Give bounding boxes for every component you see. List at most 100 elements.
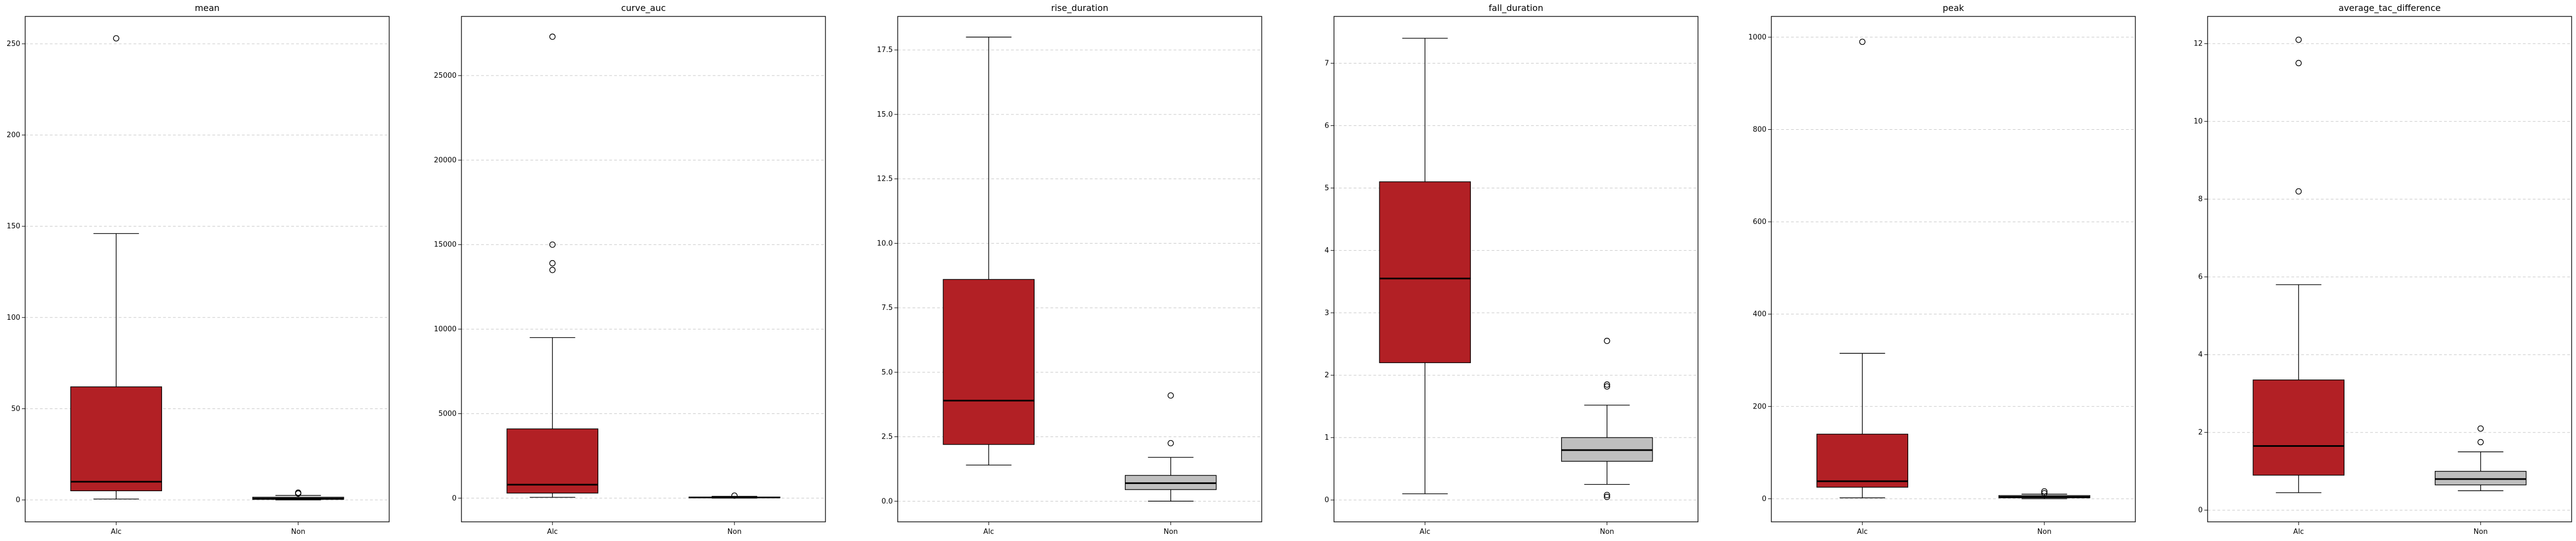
iqr-box bbox=[506, 428, 599, 494]
outlier-point bbox=[2041, 490, 2048, 497]
y-tick-label: 5 bbox=[1325, 184, 1329, 192]
outlier-point bbox=[2295, 188, 2302, 195]
x-tick-label: Non bbox=[2037, 528, 2052, 536]
panel-rise-duration: 0.0 2.5 5.0 7.5 10.0 12.5 15.0 17.5 Alc Non rise_d… bbox=[877, 3, 1262, 536]
y-tick-label: 0 bbox=[1762, 495, 1766, 503]
outlier-point bbox=[1604, 381, 1610, 388]
chart-title: average_tac_difference bbox=[2338, 3, 2441, 14]
y-tick-label: 10 bbox=[2193, 118, 2203, 126]
y-tick-label: 6 bbox=[1325, 122, 1329, 130]
y-tick-label: 15000 bbox=[434, 241, 457, 249]
box-alc bbox=[943, 37, 1035, 466]
box-alc bbox=[1379, 38, 1471, 494]
y-tick-label: 15.0 bbox=[877, 111, 893, 119]
outlier-point bbox=[549, 260, 556, 267]
axes-frame bbox=[2207, 16, 2572, 522]
iqr-box bbox=[1379, 181, 1471, 364]
chart-title: fall_duration bbox=[1489, 3, 1544, 14]
y-tick-label: 150 bbox=[7, 222, 20, 231]
box-non bbox=[1124, 392, 1217, 502]
y-tick-label: 5.0 bbox=[881, 369, 893, 377]
outlier-point bbox=[2295, 36, 2302, 43]
box-alc bbox=[70, 35, 163, 499]
outlier-point bbox=[1859, 38, 1865, 45]
x-tick-label: Alc bbox=[1419, 528, 1430, 536]
y-tick-label: 4 bbox=[2198, 351, 2203, 359]
iqr-box bbox=[1816, 434, 1909, 488]
y-tick-label: 8 bbox=[2198, 195, 2203, 204]
x-tick-label: Non bbox=[1164, 528, 1178, 536]
y-tick-label: 100 bbox=[7, 314, 20, 322]
outlier-point bbox=[2477, 439, 2484, 446]
y-tick-label: 10.0 bbox=[877, 239, 893, 248]
y-tick-label: 6 bbox=[2198, 273, 2203, 281]
y-tick-label: 1 bbox=[1325, 434, 1329, 442]
y-tick-label: 250 bbox=[7, 40, 20, 48]
outlier-point bbox=[295, 490, 302, 496]
x-tick-label: Non bbox=[2474, 528, 2488, 536]
y-tick-label: 200 bbox=[1753, 402, 1766, 411]
y-tick-label: 20000 bbox=[434, 156, 457, 164]
x-tick-label: Alc bbox=[983, 528, 994, 536]
outlier-point bbox=[731, 492, 738, 499]
x-tick-label: Alc bbox=[1857, 528, 1868, 536]
y-tick-label: 4 bbox=[1325, 246, 1329, 255]
axes-frame bbox=[897, 16, 1262, 522]
iqr-box bbox=[943, 279, 1035, 445]
chart-title: rise_duration bbox=[1051, 3, 1108, 14]
outlier-point bbox=[1604, 337, 1610, 344]
chart-title: curve_auc bbox=[621, 3, 666, 14]
y-tick-label: 0 bbox=[2198, 507, 2203, 515]
outlier-point bbox=[2041, 488, 2048, 495]
y-tick-label: 2 bbox=[1325, 371, 1329, 379]
y-tick-label: 25000 bbox=[434, 72, 457, 80]
panel-mean: 0 50 100 150 200 250 Alc Non mean bbox=[7, 3, 390, 536]
box-alc bbox=[506, 33, 599, 498]
y-tick-label: 7.5 bbox=[881, 304, 893, 312]
x-tick-label: Non bbox=[727, 528, 742, 536]
y-tick-label: 12.5 bbox=[877, 175, 893, 183]
y-tick-label: 12 bbox=[2193, 40, 2203, 48]
y-tick-label: 50 bbox=[11, 405, 20, 413]
outlier-point bbox=[549, 267, 556, 273]
x-tick-label: Alc bbox=[2293, 528, 2304, 536]
box-non bbox=[1998, 488, 2090, 499]
box-non bbox=[2434, 425, 2527, 491]
outlier-point bbox=[1604, 383, 1610, 390]
y-tick-label: 3 bbox=[1325, 309, 1329, 317]
box-non bbox=[252, 490, 344, 500]
panel-peak: 0 200 400 600 800 1000 Alc Non peak bbox=[1748, 3, 2136, 536]
y-tick-label: 17.5 bbox=[877, 46, 893, 54]
outlier-point bbox=[1604, 493, 1610, 500]
outlier-point bbox=[549, 33, 556, 40]
y-tick-label: 7 bbox=[1325, 59, 1329, 67]
axes-frame bbox=[1771, 16, 2136, 522]
y-tick-label: 400 bbox=[1753, 310, 1766, 319]
outlier-point bbox=[1168, 440, 1174, 447]
box-non bbox=[1561, 337, 1653, 500]
outlier-point bbox=[113, 35, 119, 42]
y-tick-label: 200 bbox=[7, 131, 20, 140]
panel-average-tac-difference: 0 2 4 6 8 10 12 Alc Non average_tac_difference bbox=[2193, 3, 2572, 536]
axes-frame bbox=[461, 16, 826, 522]
panel-curve-auc: 0 5000 10000 15000 20000 25000 Alc Non curve_auc bbox=[434, 3, 826, 536]
outlier-point bbox=[2477, 425, 2484, 432]
iqr-box bbox=[70, 386, 163, 492]
iqr-box bbox=[2252, 379, 2345, 476]
y-tick-label: 2 bbox=[2198, 429, 2203, 437]
x-tick-label: Alc bbox=[111, 528, 122, 536]
panel-fall-duration: 0 1 2 3 4 5 6 7 Alc Non fall_duration bbox=[1325, 3, 1699, 536]
axes-frame bbox=[25, 16, 390, 522]
box-non bbox=[688, 492, 781, 499]
chart-title: peak bbox=[1943, 3, 1965, 13]
outlier-point bbox=[1168, 392, 1174, 399]
y-tick-label: 0 bbox=[16, 496, 20, 504]
y-tick-label: 10000 bbox=[434, 325, 457, 333]
outlier-point bbox=[2295, 60, 2302, 66]
x-tick-label: Non bbox=[1600, 528, 1614, 536]
axes-frame bbox=[1333, 16, 1699, 522]
y-tick-label: 600 bbox=[1753, 218, 1766, 226]
x-tick-label: Alc bbox=[547, 528, 558, 536]
box-alc bbox=[1816, 38, 1909, 498]
